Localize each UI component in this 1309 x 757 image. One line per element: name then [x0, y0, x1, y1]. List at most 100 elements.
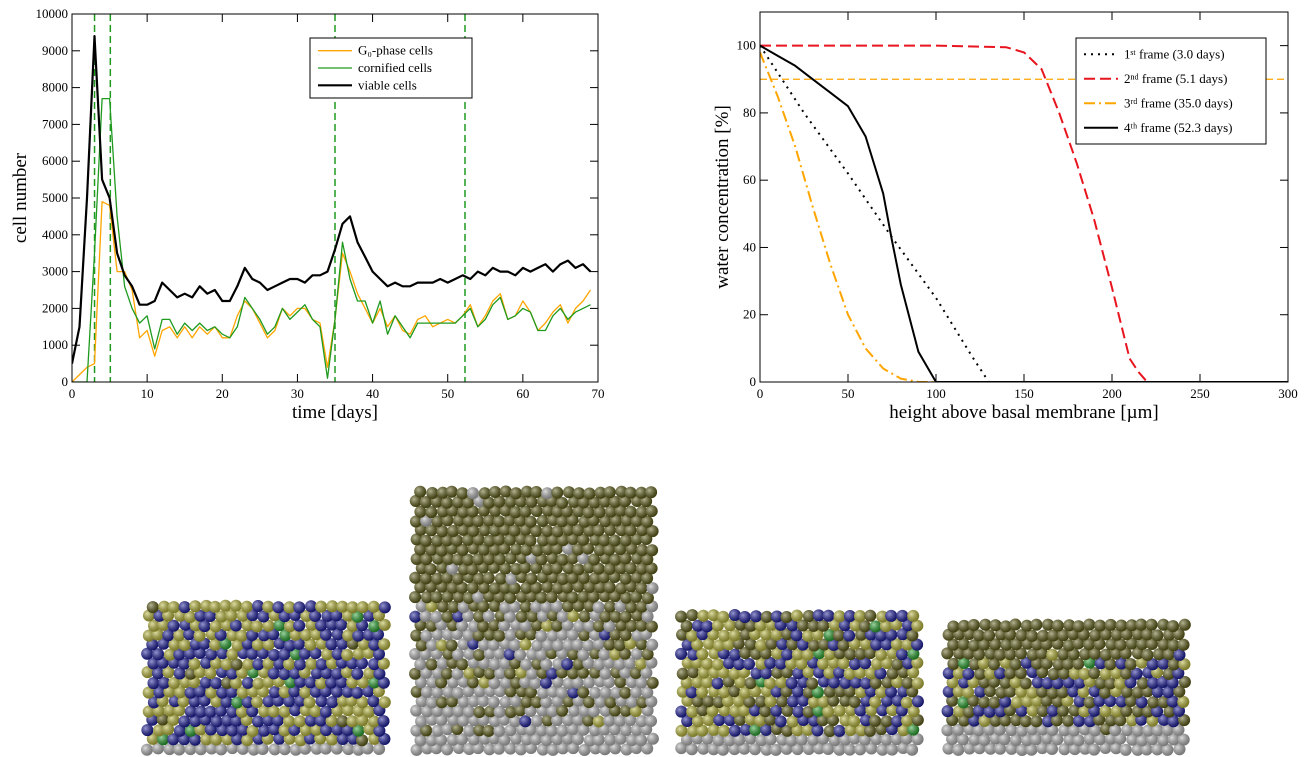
- cell-shade: [441, 534, 454, 547]
- cell-shade: [441, 743, 454, 756]
- cell-shade: [1163, 705, 1176, 718]
- cell-shade: [1173, 685, 1186, 698]
- cell-shade: [210, 733, 223, 746]
- cell-shade: [462, 496, 475, 509]
- x-tick-label: 40: [366, 386, 379, 401]
- cell-shade: [636, 544, 649, 557]
- cell-shade: [837, 639, 850, 652]
- cell-shade: [1015, 667, 1027, 679]
- cell-shade: [426, 487, 439, 499]
- cell-shade: [1110, 742, 1123, 755]
- cell-shade: [184, 667, 197, 680]
- cell-shade: [801, 648, 814, 661]
- cell-shade: [493, 724, 506, 737]
- cell-shade: [342, 629, 355, 642]
- cell-shade: [781, 648, 794, 661]
- cell-shade: [686, 609, 699, 622]
- cell-shade: [525, 628, 537, 641]
- cell-shade: [457, 638, 470, 651]
- cell-shade: [1157, 713, 1170, 726]
- cell-shade: [1125, 619, 1138, 632]
- cell-shade: [509, 715, 521, 728]
- cell-shade: [776, 638, 789, 650]
- cell-shade: [457, 695, 470, 708]
- cell-shade: [467, 524, 480, 537]
- cell-shade: [305, 600, 318, 613]
- cell-shade: [456, 658, 469, 671]
- cell-shade: [675, 610, 688, 623]
- cell-shade: [566, 723, 579, 736]
- cell-shade: [896, 609, 909, 622]
- cell-shade: [267, 667, 280, 680]
- cell-shade: [1057, 629, 1070, 642]
- cell-shade: [702, 714, 715, 726]
- cell-shade: [420, 629, 433, 642]
- cell-shade: [614, 562, 627, 575]
- cell-shade: [483, 534, 496, 547]
- cell-shade: [540, 696, 553, 709]
- cell-shade: [874, 667, 887, 680]
- cell-shade: [178, 601, 191, 614]
- cell-shade: [1120, 667, 1132, 680]
- cell-shade: [556, 724, 569, 737]
- cell-shade: [625, 619, 638, 632]
- x-tick-label: 100: [926, 386, 946, 401]
- cell-shade: [957, 696, 970, 709]
- cell-shade: [368, 658, 381, 671]
- cell-shade: [520, 581, 533, 594]
- cell-shade: [194, 743, 207, 756]
- cell-shade: [743, 695, 756, 708]
- cell-shade: [781, 724, 794, 737]
- cell-shade: [1110, 628, 1123, 641]
- cell-shade: [676, 667, 689, 680]
- y-tick-label: 10000: [36, 6, 69, 21]
- cell-shade: [488, 715, 501, 728]
- cell-shade: [812, 704, 825, 717]
- cell-shade: [691, 695, 704, 708]
- cell-shade: [1142, 724, 1155, 737]
- cell-shade: [859, 637, 872, 650]
- cell-shade: [956, 733, 969, 746]
- cell-shade: [941, 724, 954, 737]
- cell-shade: [272, 714, 284, 727]
- cell-shade: [839, 676, 852, 689]
- legend-label: 1ˢᵗ frame (3.0 days): [1124, 46, 1225, 61]
- cell-shade: [566, 514, 579, 527]
- cell-shade: [566, 591, 579, 604]
- x-tick-label: 50: [842, 386, 855, 401]
- cell-shade: [1004, 648, 1017, 661]
- cell-shade: [807, 695, 820, 708]
- cell-shade: [911, 638, 924, 651]
- cell-shade: [566, 628, 579, 641]
- cell-shade: [468, 620, 481, 633]
- cell-shade: [1088, 743, 1101, 756]
- cell-shade: [630, 514, 643, 527]
- cell-shade: [775, 676, 788, 689]
- cell-shade: [314, 714, 327, 727]
- cell-shade: [442, 552, 455, 565]
- cell-shade: [755, 657, 768, 670]
- cell-shade: [477, 543, 490, 556]
- cell-shade: [897, 742, 910, 754]
- cell-shade: [520, 485, 533, 498]
- cell-shade: [530, 600, 543, 613]
- cell-shade: [556, 742, 569, 755]
- cell-shade: [141, 647, 154, 660]
- cell-shade: [839, 694, 852, 707]
- cell-shade: [593, 658, 606, 671]
- cell-shade: [844, 648, 857, 661]
- cell-shade: [551, 619, 563, 632]
- cell-shade: [425, 600, 438, 613]
- cell-shade: [293, 715, 306, 728]
- cell-shade: [363, 705, 375, 718]
- cell-shade: [1062, 657, 1075, 670]
- cell-shade: [326, 657, 338, 670]
- cell-shade: [774, 715, 787, 728]
- cell-shade: [1120, 704, 1133, 717]
- cell-shade: [205, 686, 218, 699]
- cell-shade: [885, 609, 898, 622]
- cell-shade: [994, 667, 1007, 680]
- cell-shade: [1115, 657, 1128, 670]
- cell-shade: [220, 619, 233, 632]
